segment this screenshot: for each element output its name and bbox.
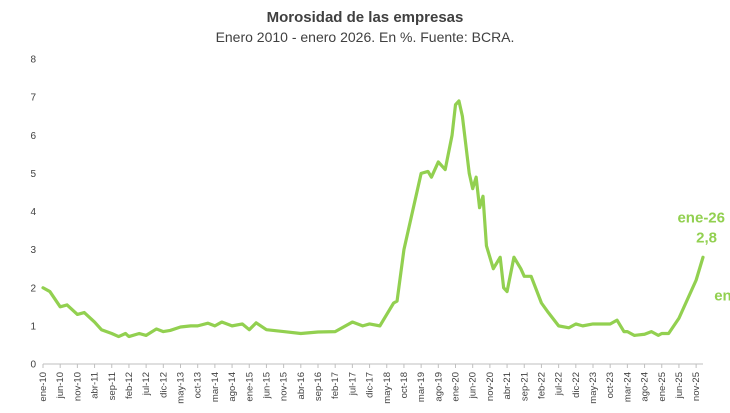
x-tick-label: may-18 (382, 372, 393, 404)
x-tick-label: abr-16 (296, 372, 307, 399)
x-tick-label: mar-19 (416, 372, 427, 402)
x-tick-label: dic-22 (571, 372, 582, 398)
annotation-value: 2,8 (696, 229, 717, 246)
x-tick-label: jul-22 (554, 372, 565, 396)
x-tick-label: dic-17 (365, 372, 376, 398)
x-tick-label: ago-24 (640, 372, 651, 402)
y-tick-label: 0 (30, 360, 36, 371)
x-tick-label: may-13 (176, 372, 187, 404)
annotation-date: ene-26 (677, 209, 725, 226)
y-tick-label: 2 (30, 283, 36, 294)
y-tick-label: 8 (30, 55, 36, 66)
x-tick-label: feb-17 (330, 372, 341, 399)
x-tick-label: mar-24 (622, 372, 633, 402)
x-tick-label: feb-12 (124, 372, 135, 399)
x-tick-label: abr-11 (90, 372, 101, 399)
y-tick-label: 6 (30, 131, 36, 142)
y-tick-label: 3 (30, 245, 36, 256)
x-tick-label: ene-10 (38, 372, 49, 402)
x-tick-label: jun-20 (468, 372, 479, 399)
x-tick-label: nov-20 (485, 372, 496, 401)
x-tick-label: oct-18 (399, 372, 410, 398)
x-tick-label: jul-17 (347, 372, 358, 396)
x-tick-label: ene-15 (244, 372, 255, 402)
y-tick-label: 4 (30, 207, 36, 218)
x-tick-label: oct-13 (193, 372, 204, 398)
x-tick-label: dic-12 (158, 372, 169, 398)
x-tick-label: mar-14 (210, 372, 221, 402)
x-tick-label: ago-14 (227, 372, 238, 402)
x-tick-label: sep-16 (313, 372, 324, 401)
x-tick-label: sep-21 (519, 372, 530, 401)
x-tick-label: ago-19 (433, 372, 444, 402)
x-tick-label: oct-23 (605, 372, 616, 398)
y-tick-label: 1 (30, 321, 36, 332)
x-tick-label: jun-15 (261, 372, 272, 399)
y-tick-label: 5 (30, 169, 36, 180)
x-tick-label: jul-12 (141, 372, 152, 396)
series-line (41, 99, 705, 339)
x-tick-label: jun-10 (55, 372, 66, 399)
x-tick-label: may-23 (588, 372, 599, 404)
chart-subtitle: Enero 2010 - enero 2026. En %. Fuente: B… (215, 29, 515, 45)
x-tick-label: ene-20 (451, 372, 462, 402)
x-tick-label: ene-25 (657, 372, 668, 402)
chart-title: Morosidad de las empresas (266, 9, 464, 26)
x-tick-label: jun-25 (674, 372, 685, 399)
x-tick-label: feb-22 (536, 372, 547, 399)
x-tick-label: abr-21 (502, 372, 513, 399)
x-tick-label: sep-11 (107, 372, 118, 400)
x-tick-label: nov-15 (279, 372, 290, 401)
x-tick-label: nov-10 (72, 372, 83, 401)
y-tick-label: 7 (30, 93, 36, 104)
annotation-date: ene-25 (714, 288, 730, 305)
x-tick-label: nov-25 (691, 372, 702, 401)
